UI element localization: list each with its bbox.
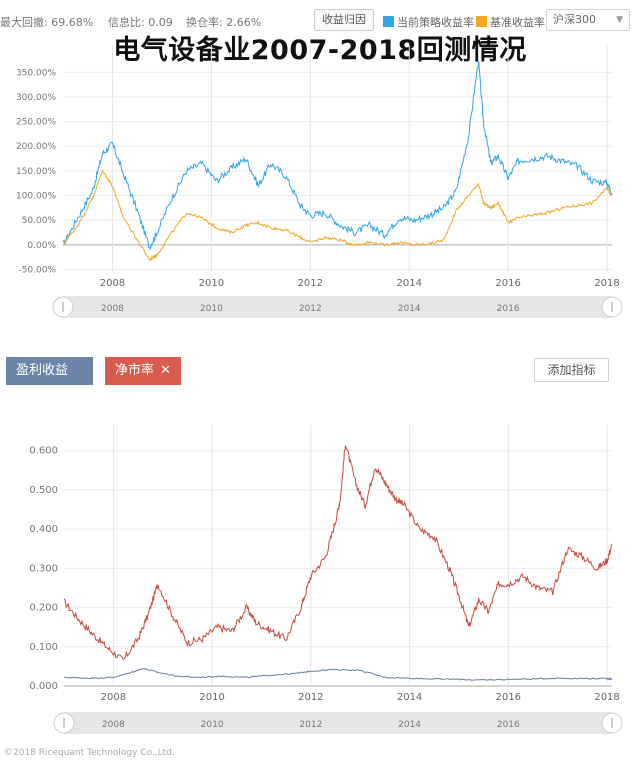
indicator-chart: 0.000 0.100 0.200 0.300 0.400 0.500 0.600 2008… — [29, 425, 623, 734]
legend-benchmark[interactable]: 基准收益率 — [476, 14, 545, 30]
x-tick-label: 2008 — [100, 278, 125, 289]
returns-navigator: 2008 2010 2012 2014 2016 — [52, 296, 623, 318]
y-tick-label: 100.00% — [16, 192, 56, 202]
y-tick-label: -50.00% — [18, 266, 56, 276]
indicator-series — [63, 444, 613, 681]
indicator-x-axis: 2008 2010 2012 2014 2016 2018 — [101, 692, 620, 703]
x-tick-label: 2014 — [397, 692, 422, 703]
chevron-down-icon: ▼ — [616, 15, 623, 25]
indicator-grid — [64, 425, 612, 687]
navigator-label: 2016 — [497, 720, 520, 730]
x-tick-label: 2018 — [594, 692, 619, 703]
max-drawdown-stat: 最大回撤: 69.68% — [0, 16, 94, 29]
close-icon[interactable]: ✕ — [22, 391, 33, 406]
toolbar: 最大回撤: 69.68% 信息比: 0.09 换仓率: 2.66% 收益归因 当… — [0, 6, 640, 32]
legend-strategy-label: 当前策略收益率 — [397, 16, 474, 29]
navigator-label: 2016 — [497, 304, 520, 314]
benchmark-select-value: 沪深300 — [553, 13, 596, 26]
overlay-title: 电气设备业2007-2018回测情况 — [113, 35, 527, 66]
y-tick-label: 0.300 — [29, 563, 58, 574]
y-tick-label: 0.00% — [27, 241, 56, 251]
navigator-label: 2010 — [200, 304, 223, 314]
indicator-tag-pb[interactable]: 净市率 ✕ — [105, 357, 181, 385]
turnover-stat: 换仓率: 2.66% — [186, 16, 262, 29]
attribution-button[interactable]: 收益归因 — [314, 9, 374, 31]
navigator-track — [64, 712, 612, 734]
y-tick-label: 150.00% — [16, 167, 56, 177]
indicator-tag-pb-label: 净市率 — [115, 363, 155, 378]
returns-series — [62, 61, 613, 262]
y-tick-label: 200.00% — [16, 142, 56, 152]
navigator-label: 2014 — [398, 720, 421, 730]
navigator-label: 2012 — [299, 304, 322, 314]
y-tick-label: 350.00% — [16, 68, 56, 78]
y-tick-label: 250.00% — [16, 118, 56, 128]
add-indicator-button[interactable]: 添加指标 — [534, 358, 609, 382]
strategy-swatch — [383, 16, 394, 27]
series-line — [62, 168, 613, 262]
indicator-tag-earnings-label: 盈利收益 — [16, 363, 69, 378]
x-tick-label: 2016 — [496, 692, 521, 703]
returns-x-axis: 2008 2010 2012 2014 2016 2018 — [100, 278, 620, 289]
x-tick-label: 2012 — [298, 278, 323, 289]
y-tick-label: 0.600 — [29, 446, 58, 457]
navigator-track — [63, 296, 612, 318]
benchmark-swatch — [476, 16, 487, 27]
indicator-y-axis: 0.000 0.100 0.200 0.300 0.400 0.500 0.600 — [29, 446, 58, 692]
y-tick-label: 0.200 — [29, 603, 58, 614]
returns-y-axis: -50.00% 0.00% 50.00% 100.00% 150.00% 200.00% 2… — [16, 68, 56, 275]
x-tick-label: 2016 — [495, 278, 520, 289]
series-line — [63, 444, 613, 660]
y-tick-label: 0.100 — [29, 642, 58, 653]
info-ratio-stat: 信息比: 0.09 — [108, 16, 173, 29]
footer-copyright: ©2018 Ricequant Technology Co.,Ltd. — [4, 748, 175, 758]
navigator-label: 2008 — [102, 720, 125, 730]
navigator-label: 2014 — [398, 304, 421, 314]
close-icon[interactable]: ✕ — [160, 363, 171, 378]
indicator-tag-earnings[interactable]: 盈利收益 ✕ — [6, 357, 93, 406]
navigator-label: 2008 — [101, 304, 124, 314]
navigator-label: 2012 — [299, 720, 322, 730]
x-tick-label: 2008 — [101, 692, 126, 703]
returns-grid — [63, 45, 612, 272]
y-tick-label: 300.00% — [16, 93, 56, 103]
benchmark-select[interactable]: 沪深300 ▼ — [546, 9, 630, 31]
x-tick-label: 2010 — [199, 692, 224, 703]
indicator-navigator: 2008 2010 2012 2014 2016 — [53, 712, 623, 734]
y-tick-label: 0.500 — [29, 485, 58, 496]
x-tick-label: 2014 — [396, 278, 421, 289]
legend-benchmark-label: 基准收益率 — [490, 16, 545, 29]
returns-chart: -50.00% 0.00% 50.00% 100.00% 150.00% 200.00% 2… — [16, 45, 623, 318]
y-tick-label: 50.00% — [22, 216, 57, 226]
x-tick-label: 2012 — [298, 692, 323, 703]
y-tick-label: 0.400 — [29, 524, 58, 535]
series-line — [63, 668, 613, 681]
series-line — [62, 61, 613, 250]
navigator-label: 2010 — [201, 720, 224, 730]
x-tick-label: 2010 — [199, 278, 224, 289]
legend-strategy[interactable]: 当前策略收益率 — [383, 14, 474, 30]
x-tick-label: 2018 — [594, 278, 619, 289]
y-tick-label: 0.000 — [29, 681, 58, 692]
